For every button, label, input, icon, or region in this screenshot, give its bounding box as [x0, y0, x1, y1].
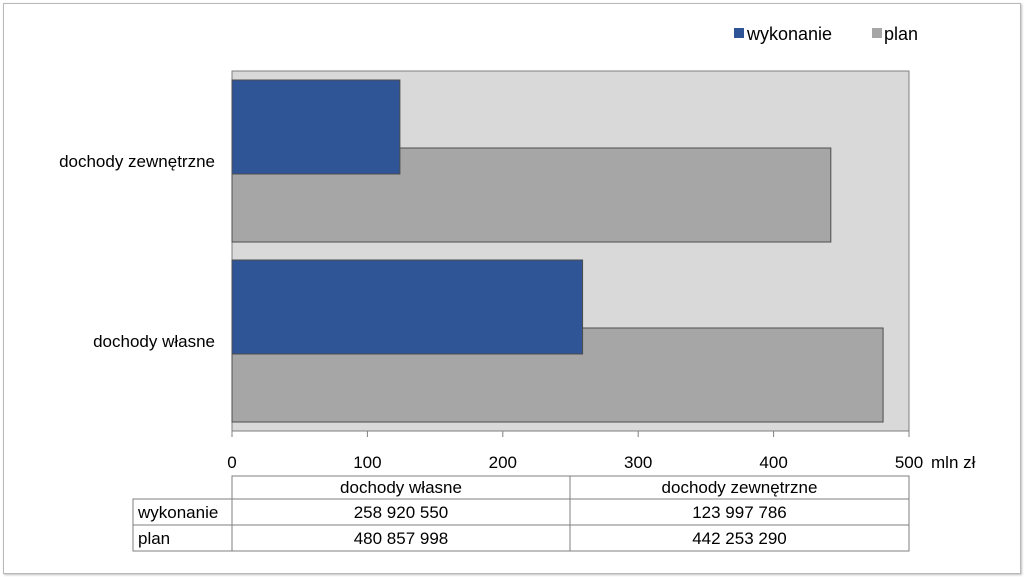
legend-swatch-wykonanie: [734, 28, 744, 38]
x-axis-ticks: 0 100 200 300 400 500: [227, 431, 923, 472]
bar-wykonanie-0: [231, 259, 584, 355]
legend-label-wykonanie: wykonanie: [746, 24, 832, 44]
x-tick-label-5: 500: [895, 453, 923, 472]
legend-swatch-plan: [872, 28, 882, 38]
table-column-header-0: dochody własne: [340, 478, 462, 497]
table-cell-wykonanie-0: 258 920 550: [354, 503, 449, 522]
table-column-header-1: dochody zewnętrzne: [662, 478, 818, 497]
bar-wykonanie-1: [231, 79, 401, 175]
category-label-1: dochody zewnętrzne: [59, 152, 215, 171]
x-tick-label-1: 100: [353, 453, 381, 472]
table-cell-plan-1: 442 253 290: [692, 529, 787, 548]
table-row-label-wykonanie: wykonanie: [137, 503, 218, 522]
x-tick-label-2: 200: [489, 453, 517, 472]
x-tick-label-0: 0: [227, 453, 236, 472]
table-row-label-plan: plan: [138, 529, 170, 548]
legend: wykonanie plan: [734, 24, 918, 44]
x-tick-label-4: 400: [759, 453, 787, 472]
table-cell-plan-0: 480 857 998: [354, 529, 449, 548]
bars-group: [231, 79, 884, 423]
x-axis-unit: mln zł: [931, 453, 976, 472]
legend-label-plan: plan: [884, 24, 918, 44]
category-labels: dochody własne dochody zewnętrzne: [59, 152, 215, 351]
table-cell-wykonanie-1: 123 997 786: [692, 503, 787, 522]
category-label-0: dochody własne: [93, 332, 215, 351]
data-table: dochody własne dochody zewnętrzne wykonani…: [132, 475, 910, 552]
x-tick-label-3: 300: [624, 453, 652, 472]
